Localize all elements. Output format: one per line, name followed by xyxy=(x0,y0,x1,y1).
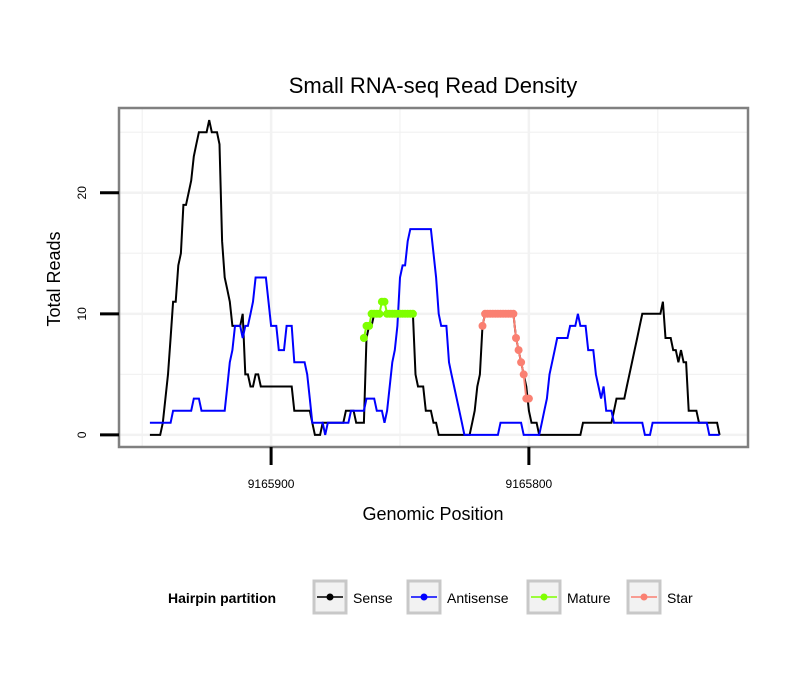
data-point-mature xyxy=(359,334,368,342)
x-tick-label: 9165800 xyxy=(506,477,553,491)
legend-label-antisense: Antisense xyxy=(447,590,509,606)
data-point-mature xyxy=(375,309,384,318)
legend: Hairpin partition Sense Antisense Mature… xyxy=(168,579,693,615)
legend-item-antisense: Antisense xyxy=(406,579,509,615)
y-tick-10: 10 xyxy=(75,307,119,321)
legend-title: Hairpin partition xyxy=(168,590,276,606)
data-point-star xyxy=(509,309,518,318)
legend-key-dot xyxy=(540,593,548,601)
legend-key-dot xyxy=(640,593,648,601)
x-axis-title: Genomic Position xyxy=(362,504,503,524)
legend-label-mature: Mature xyxy=(567,590,611,606)
series-antisense xyxy=(149,228,720,436)
series-layer xyxy=(149,119,721,436)
legend-item-sense: Sense xyxy=(312,579,393,615)
series-line-star xyxy=(481,312,529,400)
y-axis-ticks: 0 10 20 xyxy=(75,186,119,438)
x-axis-ticks: 9165900 9165800 xyxy=(248,447,553,491)
series-line-sense xyxy=(149,119,721,436)
data-point-star xyxy=(517,358,526,367)
data-point-mature xyxy=(365,321,374,330)
legend-key-dot xyxy=(420,593,428,601)
x-tick-label: 9165900 xyxy=(248,477,295,491)
series-line-antisense xyxy=(149,228,720,436)
y-tick-20: 20 xyxy=(75,186,119,200)
data-point-mature xyxy=(408,309,417,318)
data-point-star xyxy=(524,394,533,403)
data-point-star xyxy=(519,370,528,379)
legend-item-mature: Mature xyxy=(526,579,611,615)
legend-item-star: Star xyxy=(626,579,693,615)
data-point-star xyxy=(512,334,520,342)
y-axis-title: Total Reads xyxy=(44,231,64,326)
data-point-mature xyxy=(380,297,389,306)
plot-panel-border xyxy=(117,106,750,449)
x-tick-9165800: 9165800 xyxy=(506,447,553,491)
series-line-mature xyxy=(362,300,413,339)
data-point-star xyxy=(478,321,487,330)
y-tick-label: 0 xyxy=(75,431,89,438)
y-tick-label: 20 xyxy=(75,186,89,200)
legend-label-sense: Sense xyxy=(353,590,393,606)
data-point-star xyxy=(514,346,523,355)
y-tick-label: 10 xyxy=(75,307,89,321)
y-tick-0: 0 xyxy=(75,431,119,438)
series-mature xyxy=(359,297,417,342)
series-star xyxy=(478,309,533,403)
chart-title: Small RNA-seq Read Density xyxy=(289,73,578,98)
grid-lines xyxy=(119,108,748,447)
x-tick-9165900: 9165900 xyxy=(248,447,295,491)
legend-key-dot xyxy=(326,593,334,601)
legend-label-star: Star xyxy=(667,590,693,606)
series-sense xyxy=(149,119,721,436)
